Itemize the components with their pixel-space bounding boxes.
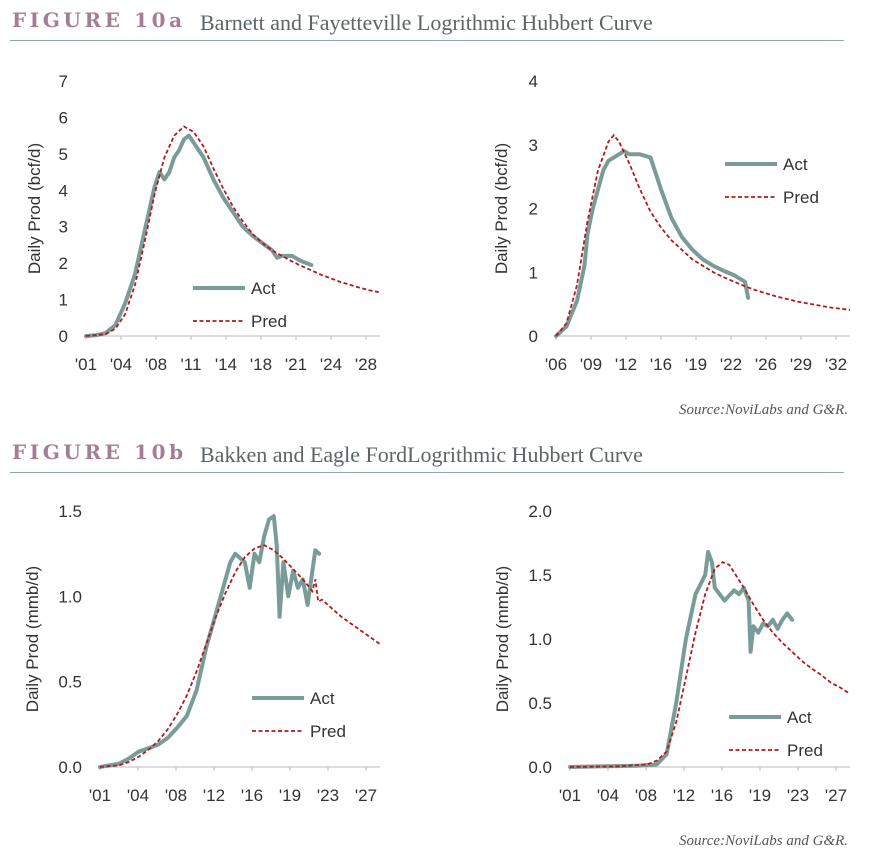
y-axis-label: Daily Prod (mmb/d) [23,566,42,712]
y-tick-label: 4 [59,181,68,200]
y-axis-label: Daily Prod (bcf/d) [25,143,44,274]
figure-10b-label: FIGURE 10b [12,440,187,464]
y-tick-label: 1.0 [58,587,82,606]
y-tick-label: 1 [529,263,538,282]
x-tick-label: '14 [215,355,237,374]
x-tick-label: '22 [720,355,742,374]
y-tick-label: 0.0 [528,758,552,777]
x-tick-label: '19 [749,786,771,805]
y-tick-label: 1.5 [58,502,82,521]
y-tick-label: 0 [59,327,68,346]
series-line-pred [555,133,851,337]
x-tick-label: '01 [75,355,97,374]
series-line-act [554,149,751,338]
legend-label-pred: Pred [787,741,823,760]
figure-10a-source: Source:NoviLabs and G&R. [678,402,848,418]
y-tick-label: 2 [529,200,538,219]
figure-10a-label: FIGURE 10a [12,8,186,32]
y-axis-label: Daily Prod (bcf/d) [492,143,511,274]
y-tick-label: 1 [59,291,68,310]
x-tick-label: '12 [673,786,695,805]
series-line-pred [85,125,381,337]
chart-0: 0 1 2 3 4 5 6 7 '01 '04 '08 '11 '14 '18 '21 '24 '28 Daily… [25,72,381,374]
x-tick-label: '04 [110,355,132,374]
x-tick-label: '21 [285,355,307,374]
figure-10a-header: FIGURE 10a Barnett and Fayetteville Logr… [10,6,844,41]
x-tick-label: '08 [145,355,167,374]
legend-label-pred: Pred [251,312,287,331]
y-tick-label: 0.0 [58,758,82,777]
figure-10b-title: Bakken and Eagle FordLogrithmic Hubbert … [200,442,643,467]
x-tick-label: '08 [165,786,187,805]
chart-1: 0 1 2 3 4 '06 '09 '12 '16 '19 '22 '26 '29 '32 Daily Pr… [492,72,851,374]
x-tick-label: '27 [355,786,377,805]
x-tick-label: '16 [711,786,733,805]
series-line-act [568,550,795,769]
y-tick-label: 3 [529,136,538,155]
x-tick-label: '19 [279,786,301,805]
figure-10a-title: Barnett and Fayetteville Logrithmic Hubb… [200,10,653,35]
x-tick-label: '26 [755,355,777,374]
x-tick-label: '04 [597,786,619,805]
x-tick-label: '24 [320,355,342,374]
y-tick-label: 1.0 [528,630,552,649]
x-tick-label: '11 [181,355,202,374]
y-tick-label: 0.5 [58,673,82,692]
x-tick-label: '16 [241,786,263,805]
y-tick-label: 2 [59,254,68,273]
x-tick-label: '04 [127,786,149,805]
y-axis-label: Daily Prod (mmb/d) [493,566,512,712]
legend-label-act: Act [310,689,335,708]
x-tick-label: '08 [635,786,657,805]
x-tick-label: '29 [790,355,812,374]
chart-2: 0.0 0.5 1.0 1.5 '01 '04 '08 '12 '16 '19 '23 '27 Dail… [23,502,381,805]
y-tick-label: 7 [59,72,68,91]
series-line-pred [569,561,851,768]
x-tick-label: '12 [203,786,225,805]
legend-label-act: Act [251,279,276,298]
figure-10b-header: FIGURE 10b Bakken and Eagle FordLogrithm… [10,438,844,473]
x-tick-label: '01 [559,786,581,805]
legend-label-pred: Pred [310,722,346,741]
y-tick-label: 1.5 [528,566,552,585]
figure-10b-source: Source:NoviLabs and G&R. [678,833,848,849]
x-tick-label: '16 [650,355,672,374]
series-line-act [98,514,322,769]
y-tick-label: 4 [529,72,538,91]
x-tick-label: '23 [317,786,339,805]
series-line-act [84,133,314,338]
x-tick-label: '01 [89,786,111,805]
series-line-pred [99,544,381,768]
legend-label-pred: Pred [783,188,819,207]
legend-label-act: Act [787,708,812,727]
x-tick-label: '32 [825,355,847,374]
x-tick-label: '28 [355,355,377,374]
x-tick-label: '18 [250,355,272,374]
chart-3: 0.0 0.5 1.0 1.5 2.0 '01 '04 '08 '12 '16 '19 '23 '27 D… [493,502,851,805]
y-tick-label: 2.0 [528,502,552,521]
x-tick-label: '09 [580,355,602,374]
legend-label-act: Act [783,155,808,174]
y-tick-label: 5 [59,145,68,164]
x-tick-label: '12 [615,355,637,374]
y-tick-label: 3 [59,218,68,237]
y-tick-label: 0.5 [528,694,552,713]
y-tick-label: 6 [59,108,68,127]
x-tick-label: '06 [545,355,567,374]
x-tick-label: '23 [787,786,809,805]
x-tick-label: '27 [825,786,847,805]
x-tick-label: '19 [685,355,707,374]
y-tick-label: 0 [529,327,538,346]
